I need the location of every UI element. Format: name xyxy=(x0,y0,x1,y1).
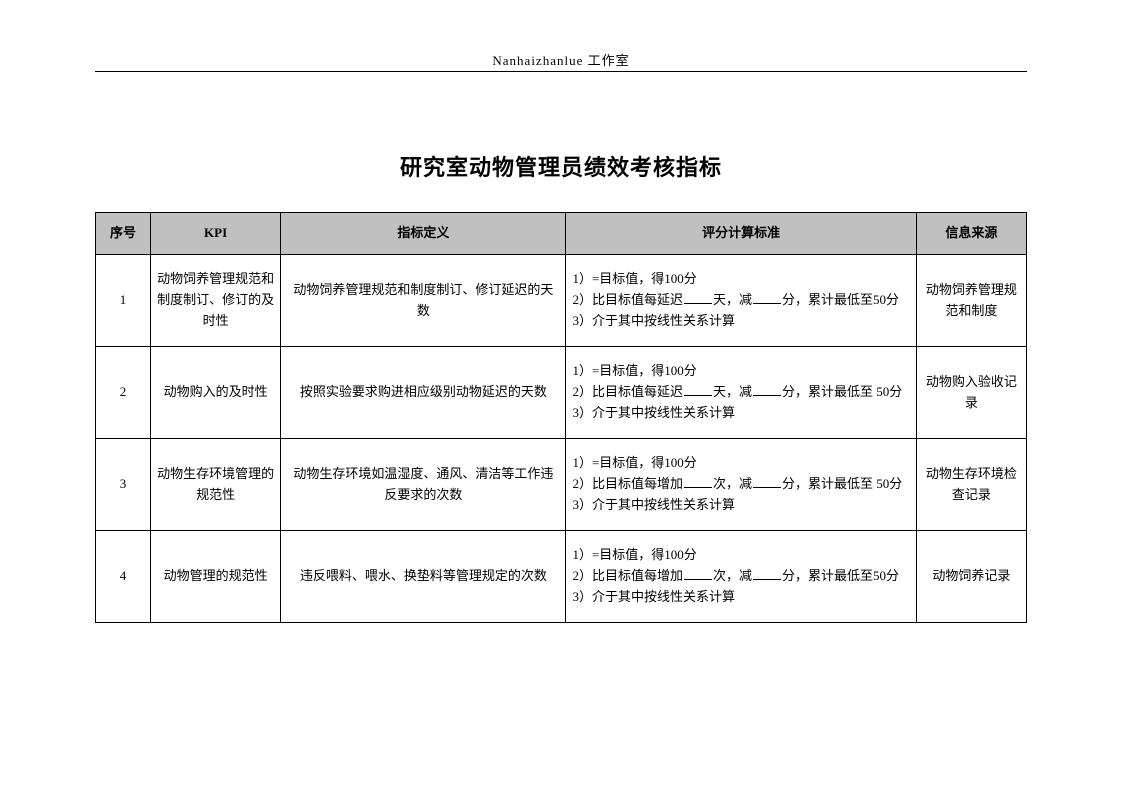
cell-index: 1 xyxy=(96,255,151,347)
cell-kpi: 动物管理的规范性 xyxy=(151,531,281,623)
cell-scoring: 1）=目标值，得100分2）比目标值每延迟天，减分，累计最低至50分3）介于其中… xyxy=(566,255,916,347)
page-title: 研究室动物管理员绩效考核指标 xyxy=(95,150,1027,182)
blank-field xyxy=(684,383,712,396)
page-header: Nanhaizhanlue 工作室 xyxy=(95,50,1027,72)
col-header-definition: 指标定义 xyxy=(281,213,566,255)
col-header-kpi: KPI xyxy=(151,213,281,255)
col-header-index: 序号 xyxy=(96,213,151,255)
cell-source: 动物饲养记录 xyxy=(916,531,1026,623)
cell-index: 2 xyxy=(96,347,151,439)
cell-kpi: 动物生存环境管理的规范性 xyxy=(151,439,281,531)
blank-field xyxy=(753,475,781,488)
blank-field xyxy=(684,291,712,304)
cell-kpi: 动物饲养管理规范和制度制订、修订的及时性 xyxy=(151,255,281,347)
blank-field xyxy=(684,475,712,488)
cell-scoring: 1）=目标值，得100分2）比目标值每增加次，减分，累计最低至 50分3）介于其… xyxy=(566,439,916,531)
cell-scoring: 1）=目标值，得100分2）比目标值每延迟天，减分，累计最低至 50分3）介于其… xyxy=(566,347,916,439)
table-body: 1动物饲养管理规范和制度制订、修订的及时性动物饲养管理规范和制度制订、修订延迟的… xyxy=(96,255,1027,623)
kpi-table: 序号 KPI 指标定义 评分计算标准 信息来源 1动物饲养管理规范和制度制订、修… xyxy=(95,212,1027,623)
blank-field xyxy=(684,567,712,580)
cell-kpi: 动物购入的及时性 xyxy=(151,347,281,439)
cell-definition: 违反喂料、喂水、换垫料等管理规定的次数 xyxy=(281,531,566,623)
cell-definition: 动物生存环境如温湿度、通风、清洁等工作违反要求的次数 xyxy=(281,439,566,531)
cell-source: 动物生存环境检查记录 xyxy=(916,439,1026,531)
blank-field xyxy=(753,383,781,396)
cell-source: 动物购入验收记录 xyxy=(916,347,1026,439)
table-header-row: 序号 KPI 指标定义 评分计算标准 信息来源 xyxy=(96,213,1027,255)
table-row: 3动物生存环境管理的规范性动物生存环境如温湿度、通风、清洁等工作违反要求的次数1… xyxy=(96,439,1027,531)
cell-index: 4 xyxy=(96,531,151,623)
cell-index: 3 xyxy=(96,439,151,531)
table-row: 4动物管理的规范性违反喂料、喂水、换垫料等管理规定的次数1）=目标值，得100分… xyxy=(96,531,1027,623)
cell-definition: 动物饲养管理规范和制度制订、修订延迟的天数 xyxy=(281,255,566,347)
cell-definition: 按照实验要求购进相应级别动物延迟的天数 xyxy=(281,347,566,439)
col-header-scoring: 评分计算标准 xyxy=(566,213,916,255)
col-header-source: 信息来源 xyxy=(916,213,1026,255)
page: Nanhaizhanlue 工作室 研究室动物管理员绩效考核指标 序号 KPI … xyxy=(0,0,1122,793)
cell-source: 动物饲养管理规范和制度 xyxy=(916,255,1026,347)
table-row: 1动物饲养管理规范和制度制订、修订的及时性动物饲养管理规范和制度制订、修订延迟的… xyxy=(96,255,1027,347)
table-row: 2动物购入的及时性按照实验要求购进相应级别动物延迟的天数1）=目标值，得100分… xyxy=(96,347,1027,439)
cell-scoring: 1）=目标值，得100分2）比目标值每增加次，减分，累计最低至50分3）介于其中… xyxy=(566,531,916,623)
blank-field xyxy=(753,567,781,580)
blank-field xyxy=(753,291,781,304)
